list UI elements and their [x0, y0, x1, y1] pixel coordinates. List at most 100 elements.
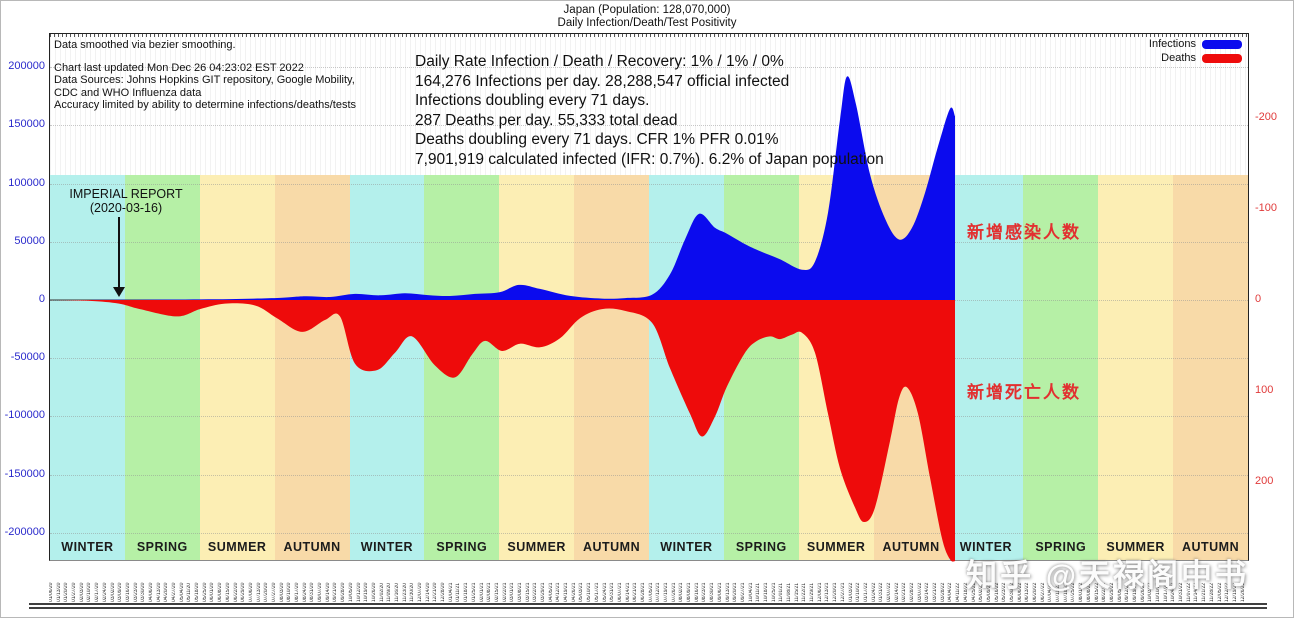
season-band — [1173, 175, 1248, 560]
season-label: SUMMER — [1106, 540, 1165, 554]
stats-line: 164,276 Infections per day. 28,288,547 o… — [415, 72, 790, 90]
season-band — [274, 175, 350, 560]
stats-line: Daily Rate Infection / Death / Recovery:… — [415, 53, 784, 70]
x-tick-label: 10/18/21 — [763, 582, 769, 602]
x-tick-label: 06/15/20 — [225, 582, 231, 602]
x-tick-label: 01/17/22 — [863, 582, 869, 602]
x-tick-label: 01/18/21 — [464, 582, 470, 602]
season-band — [574, 175, 649, 560]
x-tick-label: 10/26/20 — [371, 582, 377, 602]
x-tick-label: 06/07/21 — [617, 582, 623, 602]
x-tick-label: 06/08/20 — [218, 582, 224, 602]
season-label: AUTUMN — [283, 540, 341, 554]
x-tick-label: 05/10/21 — [587, 582, 593, 602]
x-tick-label: 08/09/21 — [687, 582, 693, 602]
y-axis-right-label: -200 — [1255, 111, 1278, 123]
season-label: WINTER — [360, 540, 414, 554]
season-label: AUTUMN — [582, 540, 641, 554]
x-tick-label: 09/07/20 — [318, 582, 324, 602]
imperial-report-line1: IMPERIAL REPORT — [69, 187, 183, 201]
season-band — [199, 175, 275, 560]
x-tick-label: 04/11/22 — [956, 582, 962, 602]
gridline — [50, 532, 1248, 534]
y-axis-left-label: -200000 — [4, 525, 45, 538]
season-band — [50, 175, 125, 560]
x-tick-label: 03/22/21 — [533, 582, 539, 602]
vertical-minor-grid — [50, 34, 1248, 175]
x-tick-label: 09/27/21 — [740, 582, 746, 602]
x-tick-label: 04/27/20 — [172, 582, 177, 602]
season-label: AUTUMN — [882, 540, 940, 554]
x-tick-label: 02/17/20 — [95, 582, 101, 602]
x-tick-label: 11/09/20 — [387, 582, 393, 602]
gridline — [50, 67, 1248, 69]
legend-swatch — [1202, 53, 1242, 63]
x-tick-label: 04/19/21 — [564, 582, 570, 602]
x-tick-label: 04/04/22 — [948, 582, 954, 602]
y-axis-left-label: 100000 — [8, 176, 45, 189]
chart-title: Japan (Population: 128,070,000) — [563, 4, 731, 16]
season-label: SPRING — [735, 540, 787, 554]
x-tick-label: 10/05/20 — [348, 582, 354, 602]
infections-deaths-area-svg — [50, 76, 955, 562]
x-tick-label: 08/10/20 — [287, 582, 293, 602]
x-tick-label: 03/08/21 — [517, 582, 523, 602]
y-axis-left-label: 150000 — [8, 118, 45, 131]
stats-line: Infections doubling every 71 days. — [415, 92, 650, 109]
legend-label: Deaths — [1161, 52, 1196, 64]
x-tick-label: 01/31/22 — [879, 582, 885, 602]
info-line: Data smoothed via bezier smoothing. — [54, 39, 236, 51]
x-tick-label: 07/19/21 — [664, 582, 669, 602]
x-tick-label: 08/02/21 — [679, 582, 685, 602]
season-band — [499, 175, 575, 560]
y-axis-right-label: 0 — [1255, 293, 1262, 305]
imperial-report-annotation: IMPERIAL REPORT (2020-03-16) — [56, 187, 196, 215]
season-band — [948, 175, 1024, 560]
x-tick-label: 05/11/20 — [187, 582, 193, 602]
gridline — [50, 416, 1248, 418]
legend-swatch — [1202, 39, 1242, 49]
y-axis-right-label: -100 — [1255, 202, 1278, 214]
x-tick-label: 11/30/20 — [410, 582, 416, 602]
x-tick-label: 09/06/21 — [717, 582, 723, 602]
stats-line: 7,901,919 calculated infected (IFR: 0.7%… — [415, 150, 884, 168]
x-tick-label: 06/29/20 — [241, 582, 247, 602]
infections-area — [50, 76, 955, 300]
season-label: SUMMER — [207, 540, 267, 554]
x-tick-label: 10/19/20 — [364, 582, 370, 602]
gridline — [50, 183, 1248, 185]
legend: Infections Deaths — [1149, 38, 1242, 66]
y-axis-left-label: -150000 — [4, 467, 45, 480]
stats-block: Daily Rate Infection / Death / Recovery:… — [415, 52, 884, 169]
stats-line: 287 Deaths per day. 55,333 total dead — [415, 111, 678, 129]
y-axis-left-label: 50000 — [14, 234, 45, 247]
y-axis-left-label: 200000 — [8, 60, 45, 73]
x-tick-label: 01/20/20 — [64, 582, 70, 602]
gridline — [50, 125, 1248, 127]
stats-line: Deaths doubling every 71 days. CFR 1% PF… — [415, 131, 779, 148]
x-tick-label: 03/09/20 — [118, 582, 124, 602]
deaths-cn-label: 新增死亡人数 — [967, 383, 1081, 402]
info-line: Data Sources: Johns Hopkins GIT reposito… — [54, 74, 355, 86]
x-tick-label: 03/29/21 — [541, 582, 546, 602]
x-tick-label: 01/25/21 — [471, 582, 477, 602]
x-tick-label: 05/17/21 — [594, 582, 600, 602]
x-tick-label: 11/08/21 — [787, 582, 792, 602]
x-tick-label: 03/16/20 — [125, 582, 131, 602]
season-band — [124, 175, 200, 560]
x-tick-label: 07/27/20 — [271, 582, 277, 602]
deaths-area — [50, 300, 955, 562]
bottom-rule — [29, 603, 1267, 609]
season-label: SUMMER — [507, 540, 566, 554]
x-tick-label: 05/03/21 — [579, 582, 585, 602]
x-tick-label: 08/17/20 — [295, 582, 300, 602]
infections-cn-label: 新增感染人数 — [967, 223, 1081, 242]
x-tick-label: 03/30/20 — [141, 582, 147, 602]
x-tick-label: 11/29/21 — [810, 582, 816, 602]
season-label: SPRING — [436, 540, 488, 554]
x-tick-label: 09/28/20 — [341, 582, 347, 602]
imperial-report-line2: (2020-03-16) — [89, 201, 163, 215]
season-band — [1023, 175, 1099, 560]
x-tick-label: 07/20/20 — [264, 582, 270, 602]
